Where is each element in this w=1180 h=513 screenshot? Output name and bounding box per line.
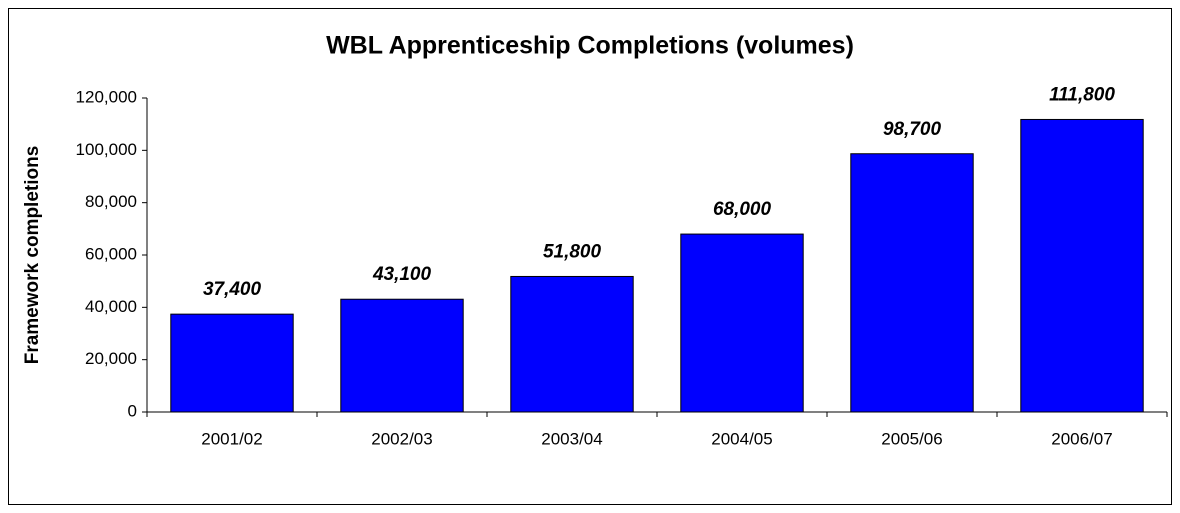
bar bbox=[340, 298, 464, 413]
value-label: 98,700 bbox=[883, 119, 942, 140]
bar bbox=[850, 153, 974, 413]
value-label: 68,000 bbox=[713, 199, 772, 220]
x-tick-label: 2003/04 bbox=[541, 429, 602, 448]
x-tick-label: 2002/03 bbox=[371, 429, 432, 448]
chart-title: WBL Apprenticeship Completions (volumes) bbox=[326, 32, 854, 60]
y-tick-label: 0 bbox=[128, 401, 137, 420]
value-label: 37,400 bbox=[203, 279, 262, 300]
y-tick-label: 40,000 bbox=[85, 297, 137, 316]
y-axis-title: Framework completions bbox=[22, 146, 43, 365]
value-label: 111,800 bbox=[1049, 84, 1115, 105]
chart-frame bbox=[8, 8, 1172, 505]
x-tick-label: 2004/05 bbox=[711, 429, 772, 448]
y-tick-label: 60,000 bbox=[85, 244, 137, 263]
y-tick-label: 120,000 bbox=[76, 87, 137, 106]
x-tick-label: 2006/07 bbox=[1051, 429, 1112, 448]
y-tick-label: 20,000 bbox=[85, 349, 137, 368]
x-tick-label: 2005/06 bbox=[881, 429, 942, 448]
bar bbox=[680, 233, 804, 413]
bar bbox=[1020, 118, 1144, 413]
y-tick-label: 100,000 bbox=[76, 140, 137, 159]
bar bbox=[510, 275, 634, 413]
value-label: 51,800 bbox=[543, 241, 602, 262]
x-tick-label: 2001/02 bbox=[201, 429, 262, 448]
value-label: 43,100 bbox=[372, 264, 432, 285]
bar bbox=[170, 313, 294, 413]
y-tick-label: 80,000 bbox=[85, 192, 137, 211]
